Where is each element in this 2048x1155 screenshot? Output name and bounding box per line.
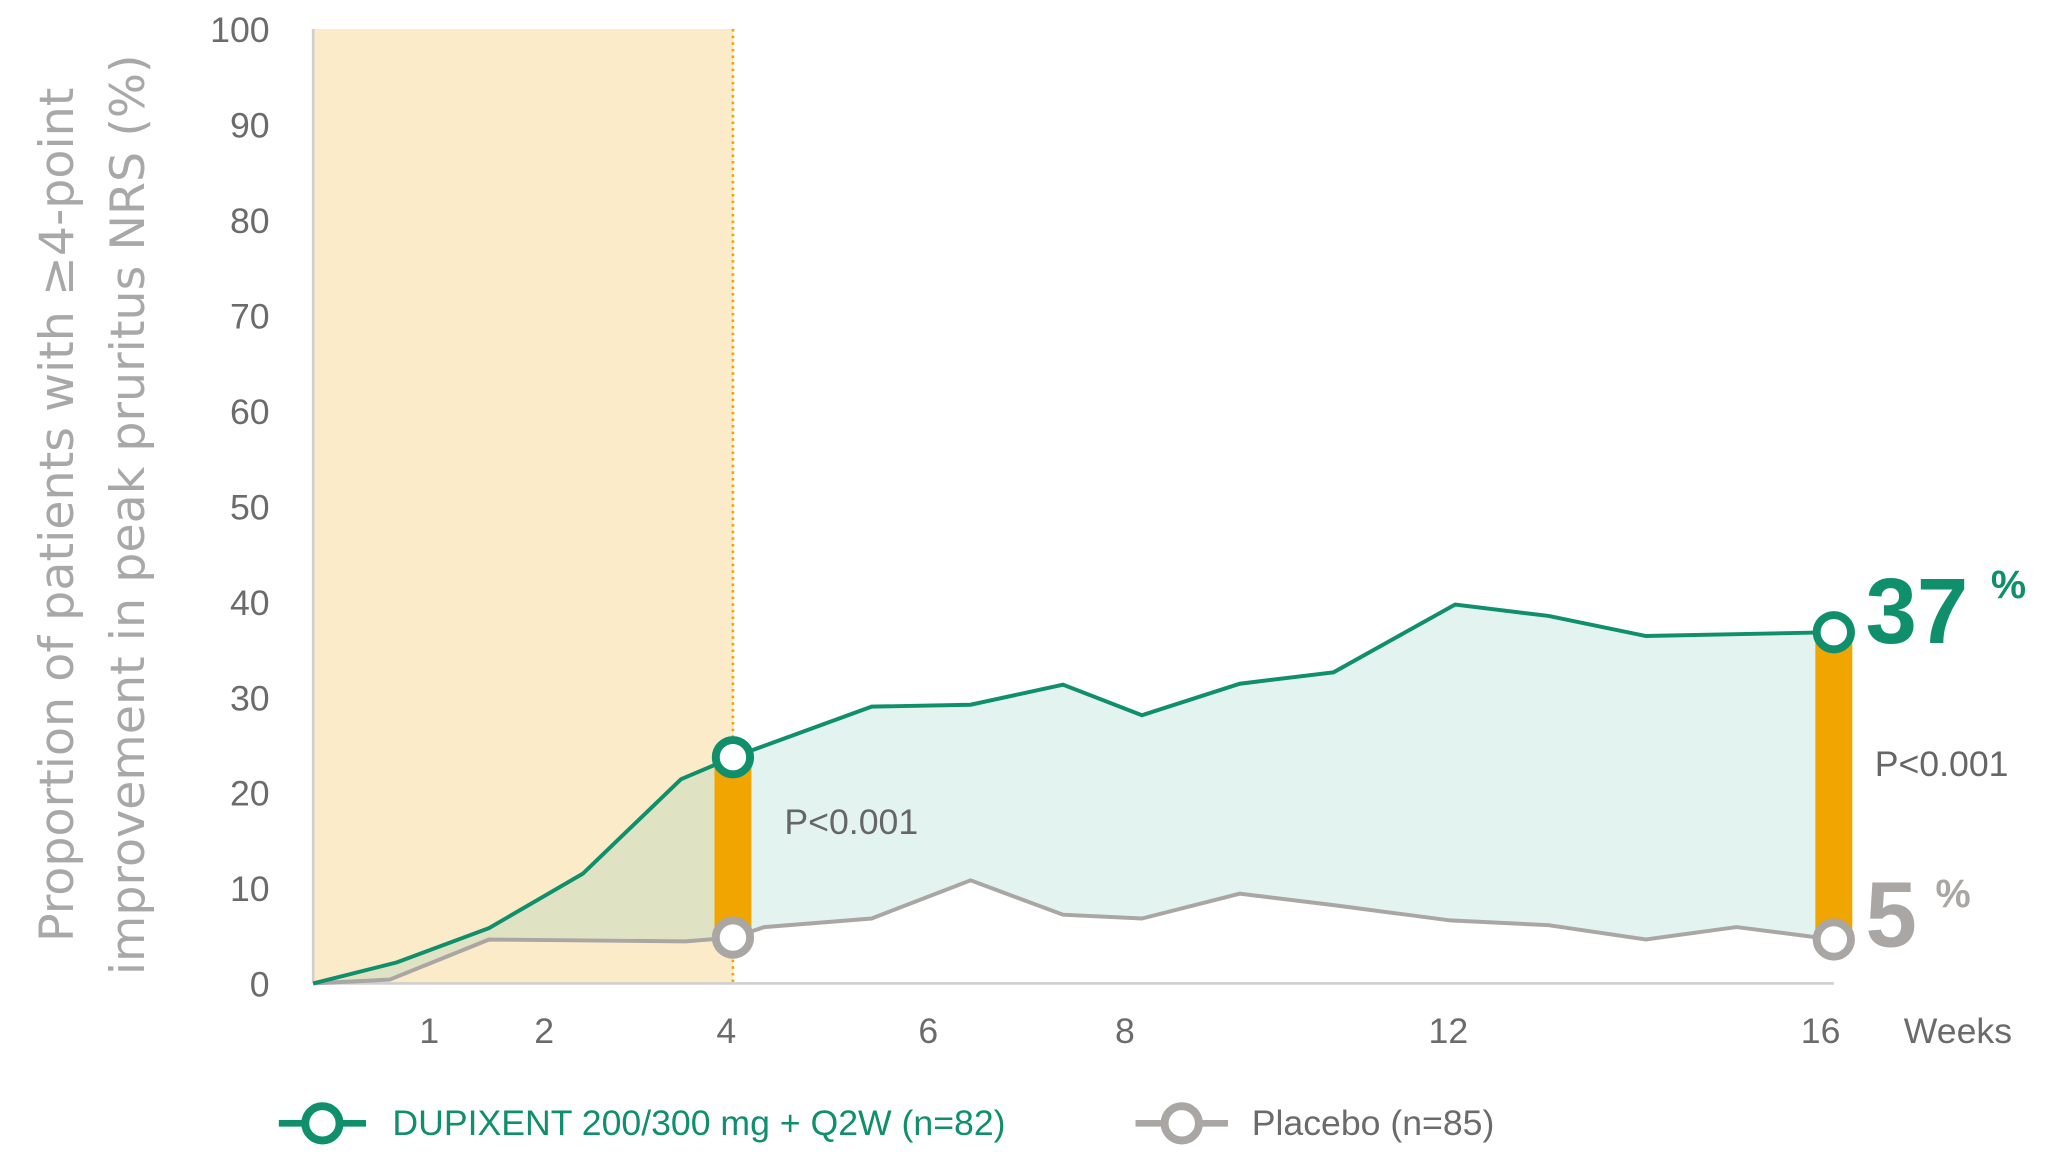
legend-label-placebo: Placebo (n=85) — [1252, 1103, 1495, 1143]
legend-marker-dupixent-icon — [301, 1102, 344, 1145]
x-tick-label: 2 — [534, 1011, 554, 1051]
y-tick-label: 60 — [230, 392, 270, 432]
legend-label-dupixent: DUPIXENT 200/300 mg + Q2W (n=82) — [392, 1103, 1005, 1143]
y-tick-label: 40 — [230, 583, 270, 623]
y-tick-label: 90 — [230, 106, 270, 146]
p-value-week16: P<0.001 — [1875, 744, 2009, 784]
placebo-marker-week-4 — [711, 916, 755, 959]
x-tick-label: 12 — [1429, 1011, 1469, 1051]
placebo-marker-week-16 — [1812, 918, 1855, 961]
p-value-week4: P<0.001 — [784, 802, 918, 842]
x-tick-label: 1 — [419, 1011, 439, 1051]
fill-between-overlap — [313, 757, 733, 984]
x-tick-label: 16 — [1801, 1011, 1841, 1051]
legend-marker-placebo-icon — [1160, 1102, 1203, 1145]
difference-bar-week-4 — [714, 757, 752, 938]
x-axis-label: Weeks — [1904, 1011, 2012, 1051]
dupixent-marker-week-4 — [711, 736, 755, 779]
dupixent-final-percent: % — [1991, 563, 2026, 607]
y-tick-label: 50 — [230, 487, 270, 527]
y-axis-label-line1: Proportion of patients with ≥4-point — [30, 88, 85, 942]
placebo-final-percent: % — [1935, 872, 1970, 916]
placebo-final-value: 5 — [1866, 862, 1917, 966]
dupixent-line — [312, 602, 1834, 986]
y-tick-label: 70 — [230, 297, 270, 337]
y-tick-label: 0 — [250, 965, 270, 1005]
y-tick-label: 100 — [210, 10, 269, 50]
x-tick-label: 8 — [1115, 1011, 1135, 1051]
y-tick-label: 30 — [230, 678, 270, 718]
legend: DUPIXENT 200/300 mg + Q2W (n=82) Placebo… — [278, 1102, 1495, 1145]
x-tick-label: 6 — [918, 1011, 938, 1051]
legend-item-dupixent: DUPIXENT 200/300 mg + Q2W (n=82) — [278, 1102, 1006, 1145]
legend-item-placebo: Placebo (n=85) — [1135, 1102, 1495, 1145]
x-tick-label: 4 — [716, 1011, 736, 1051]
placebo-line — [313, 878, 1835, 986]
y-tick-label: 20 — [230, 774, 270, 814]
y-tick-label: 10 — [230, 869, 270, 909]
dupixent-final-value: 37 — [1866, 559, 1969, 663]
y-axis-label-line2: improvement in peak pruritus NRS (%) — [101, 54, 156, 975]
difference-bar-week-16 — [1815, 632, 1853, 940]
y-tick-label: 80 — [230, 201, 270, 241]
dupixent-marker-week-16 — [1812, 611, 1855, 654]
